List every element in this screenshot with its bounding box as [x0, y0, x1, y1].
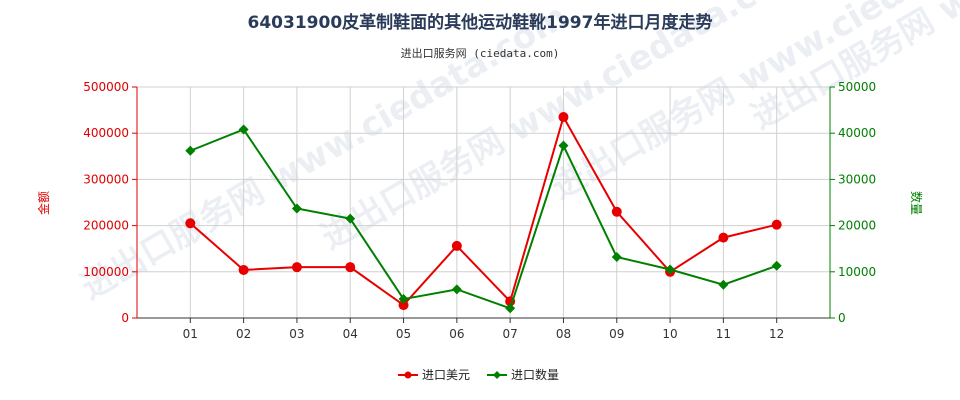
series-quantity-point — [665, 264, 676, 275]
legend: 进口美元 进口数量 — [398, 367, 559, 382]
x-tick-label: 08 — [556, 327, 571, 341]
y-right-tick-label: 10000 — [838, 265, 876, 279]
series-usd-point — [451, 240, 462, 251]
series-usd-line — [189, 114, 777, 307]
series-usd-point — [771, 219, 782, 230]
series-usd-point — [345, 262, 356, 273]
plot-area: 0 100000 200000 300000 400000 500000 0 10000 200… — [83, 80, 876, 341]
y-left-tick-label: 400000 — [83, 126, 129, 140]
legend-quantity-marker — [493, 371, 501, 379]
series-usd-point — [398, 300, 409, 311]
x-tick-label: 02 — [236, 327, 251, 341]
y-axis-left-title: 金额 — [36, 191, 51, 215]
series-quantity-point — [771, 260, 782, 271]
chart-subtitle: 进出口服务网 (ciedata.com) — [401, 46, 560, 60]
x-tick-label: 11 — [716, 327, 731, 341]
series-quantity-point — [558, 140, 569, 151]
legend-usd-label: 进口美元 — [422, 368, 470, 382]
series-quantity-point — [345, 213, 356, 224]
series-quantity-point — [505, 303, 516, 314]
x-tick-label: 04 — [343, 327, 358, 341]
x-tick-label: 03 — [289, 327, 304, 341]
series-quantity-line — [189, 128, 778, 310]
series-usd-point — [238, 264, 249, 275]
series-quantity-point — [238, 124, 249, 135]
y-left-tick-label: 0 — [121, 311, 129, 325]
legend-usd-marker — [404, 371, 412, 379]
series-quantity-point — [451, 284, 462, 295]
y-right-tick-label: 50000 — [838, 80, 876, 94]
series-quantity-point — [718, 279, 729, 290]
x-tick-label: 05 — [396, 327, 411, 341]
x-tick-label: 07 — [503, 327, 518, 341]
series-quantity-point — [185, 145, 196, 156]
y-left-tick-label: 300000 — [83, 172, 129, 186]
y-left-tick-label: 100000 — [83, 265, 129, 279]
y-axis-right-title: 数量 — [909, 191, 924, 215]
legend-quantity-label: 进口数量 — [511, 367, 559, 382]
y-right-tick-label: 20000 — [838, 219, 876, 233]
series-usd-point — [558, 112, 569, 123]
y-right-tick-label: 30000 — [838, 172, 876, 186]
y-left-tick-label: 500000 — [83, 80, 129, 94]
y-right-tick-label: 0 — [838, 311, 846, 325]
x-tick-label: 06 — [449, 327, 464, 341]
series-usd-point — [718, 232, 729, 243]
x-tick-label: 09 — [609, 327, 624, 341]
series-usd-point — [611, 206, 622, 217]
series-quantity-point — [398, 294, 409, 305]
x-tick-label: 12 — [769, 327, 784, 341]
x-tick-label: 10 — [662, 327, 677, 341]
chart-title: 64031900皮革制鞋面的其他运动鞋靴1997年进口月度走势 — [248, 12, 713, 33]
series-usd-point — [291, 262, 302, 273]
series-quantity-point — [611, 252, 622, 263]
series-quantity-point — [291, 203, 302, 214]
y-left-tick-label: 200000 — [83, 219, 129, 233]
series-usd-point — [185, 218, 196, 229]
x-tick-label: 01 — [183, 327, 198, 341]
y-right-tick-label: 40000 — [838, 126, 876, 140]
